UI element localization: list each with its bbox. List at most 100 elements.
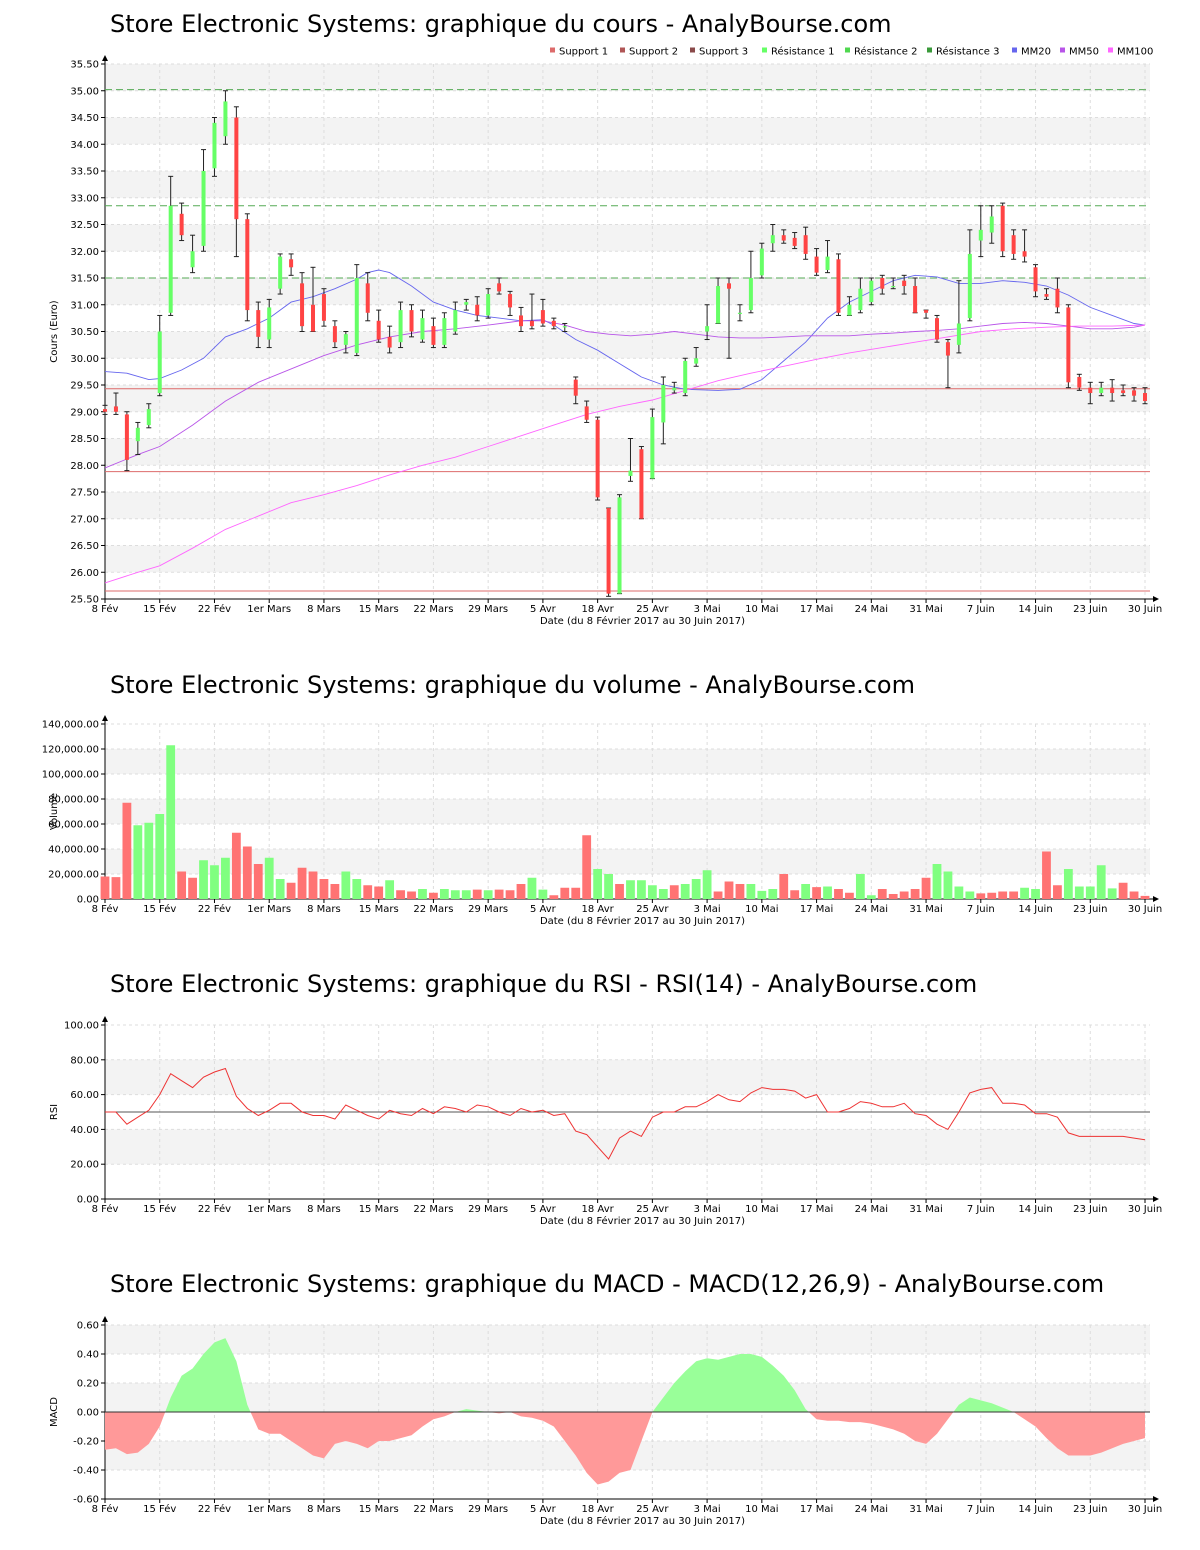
price-y-tick-label: 33.00 (70, 193, 99, 204)
macd-y-tick-label: 0.20 (77, 1379, 99, 1390)
volume-bar (177, 871, 187, 899)
macd-negative-area (1013, 1412, 1145, 1456)
volume-bar (418, 889, 427, 899)
rsi-x-tick-label: 31 Mai (909, 1204, 942, 1215)
candle-body (190, 251, 195, 268)
volume-bar (866, 895, 876, 899)
candle (890, 277, 896, 290)
price-x-tick-label: 22 Fév (198, 603, 231, 615)
volume-bar (352, 879, 362, 899)
candle (726, 277, 732, 359)
legend-swatch (762, 47, 767, 53)
volume-x-tick-label: 10 Mai (745, 904, 778, 915)
rsi-x-tick-label: 3 Mai (694, 1204, 721, 1215)
volume-bar (1009, 891, 1019, 899)
macd-x-tick-label: 8 Mars (307, 1504, 341, 1515)
rsi-y-tick-label: 80.00 (70, 1055, 99, 1066)
candle-body (321, 294, 326, 321)
candle (835, 253, 841, 316)
candle (978, 205, 984, 258)
volume-bar (450, 890, 460, 899)
price-y-tick-label: 26.00 (70, 568, 99, 579)
candle-body (1066, 307, 1071, 383)
candle (179, 202, 185, 242)
macd-x-tick-label: 7 Juin (967, 1504, 995, 1515)
candle-body (945, 342, 950, 356)
candle-body (792, 237, 797, 246)
price-y-tick-label: 31.50 (70, 274, 99, 285)
candle (1011, 229, 1017, 260)
candle (485, 288, 491, 319)
candle (1043, 288, 1049, 300)
candle (868, 277, 874, 306)
macd-grid-band (105, 1325, 1150, 1354)
rsi-x-tick-label: 22 Fév (198, 1203, 231, 1215)
candle-body (1088, 387, 1093, 394)
volume-bar (1085, 886, 1095, 899)
legend-item: Support 2 (620, 47, 678, 58)
candle (1087, 381, 1093, 405)
rsi-x-tick-label: 29 Mars (468, 1204, 508, 1215)
legend-swatch (620, 47, 625, 53)
volume-bar (363, 885, 373, 899)
legend-swatch (1108, 47, 1113, 53)
candle-body (486, 294, 491, 316)
candle (529, 293, 535, 330)
candle (715, 277, 721, 324)
candle (649, 408, 655, 480)
candle (857, 277, 863, 314)
volume-y-axis-label: Volume (49, 793, 60, 830)
volume-bar (932, 864, 942, 899)
legend-item: MM50 (1060, 47, 1099, 58)
candle (190, 234, 196, 274)
volume-bar (461, 890, 471, 899)
candle-body (694, 358, 699, 364)
candle (945, 339, 951, 389)
volume-bar (385, 880, 395, 899)
volume-bar (166, 745, 176, 899)
volume-bar (122, 802, 132, 899)
volume-chart-panel: Store Electronic Systems: graphique du v… (0, 660, 1200, 935)
candle (1065, 304, 1071, 389)
volume-x-axis-arrow (1153, 896, 1159, 902)
price-y-tick-label: 26.50 (70, 541, 99, 552)
macd-x-tick-label: 15 Fév (143, 1503, 176, 1515)
macd-x-tick-label: 23 Juin (1073, 1504, 1107, 1515)
candle-body (497, 283, 502, 292)
candle (441, 312, 447, 349)
macd-y-tick-label: -0.20 (73, 1437, 99, 1448)
price-x-axis-arrow (1153, 596, 1159, 602)
rsi-chart: 0.00 20.00 40.00 60.00 80.00 100.00 8 Fév 15 Fé… (49, 1016, 1162, 1227)
macd-x-tick-label: 5 Avr (530, 1504, 557, 1515)
volume-bar (199, 860, 208, 899)
macd-chart-panel: Store Electronic Systems: graphique du M… (0, 1260, 1200, 1545)
candle-body (967, 253, 972, 319)
volume-bar (133, 825, 143, 899)
candle-body (989, 216, 994, 233)
candle (770, 224, 776, 252)
price-x-tick-label: 22 Mars (413, 604, 453, 615)
price-y-tick-label: 30.00 (70, 354, 99, 365)
volume-y-tick-label: 20,000.00 (48, 870, 99, 881)
candle (409, 304, 415, 338)
volume-bar (735, 884, 745, 899)
volume-y-tick-label: 80,000.00 (48, 795, 99, 806)
volume-bar (910, 889, 920, 899)
candle (332, 320, 338, 349)
candle (113, 392, 119, 415)
rsi-x-tick-label: 17 Mai (800, 1204, 833, 1215)
price-y-tick-label: 28.50 (70, 434, 99, 445)
rsi-x-tick-label: 23 Juin (1073, 1204, 1107, 1215)
volume-bar (1074, 886, 1084, 899)
macd-positive-area (165, 1338, 251, 1412)
volume-bar (998, 891, 1008, 899)
volume-bar (1118, 882, 1128, 899)
volume-bar (472, 889, 482, 899)
price-grid-band (105, 64, 1150, 91)
candle-body (759, 248, 764, 276)
candle-body (179, 213, 184, 236)
candle (956, 280, 962, 354)
macd-negative-area (105, 1412, 166, 1455)
rsi-x-tick-label: 30 Juin (1128, 1204, 1162, 1215)
legend-swatch (1012, 47, 1017, 53)
